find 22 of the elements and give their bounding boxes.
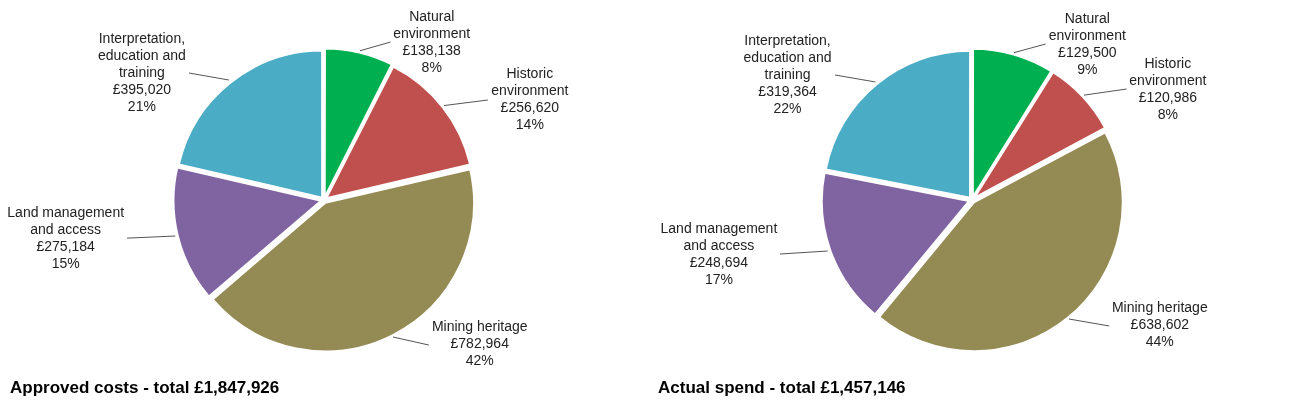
data-label: £782,964 42% [450,335,510,369]
data-label: £395,020 21% [112,81,172,115]
slice-label: Interpretation, education and training [97,30,186,81]
slice-label: Land management and access [7,203,125,237]
slice-label: Historic environment [1129,54,1207,88]
slice-label: Interpretation, education and training [743,31,832,82]
text: Approved costs - total £1,847,926 [10,378,280,398]
data-label: £120,986 8% [1138,88,1198,122]
data-label: £138,138 8% [402,41,462,75]
slice-label: Natural environment [393,7,471,41]
data-label: £248,694 17% [689,253,749,287]
slice-label: Mining heritage [1111,299,1208,316]
slice-label: Mining heritage [431,318,528,335]
data-label: £319,364 22% [758,82,817,116]
data-label: £275,184 15% [36,237,96,271]
slice-label: Historic environment [491,65,569,99]
slice-label: Natural environment [1048,9,1126,43]
text: Actual spend - total £1,457,146 [658,378,906,398]
slice-label: Land management and access [660,219,778,253]
data-label: £638,602 44% [1130,316,1190,350]
data-label: £256,620 14% [500,99,560,133]
data-label: £129,500 9% [1058,43,1117,77]
